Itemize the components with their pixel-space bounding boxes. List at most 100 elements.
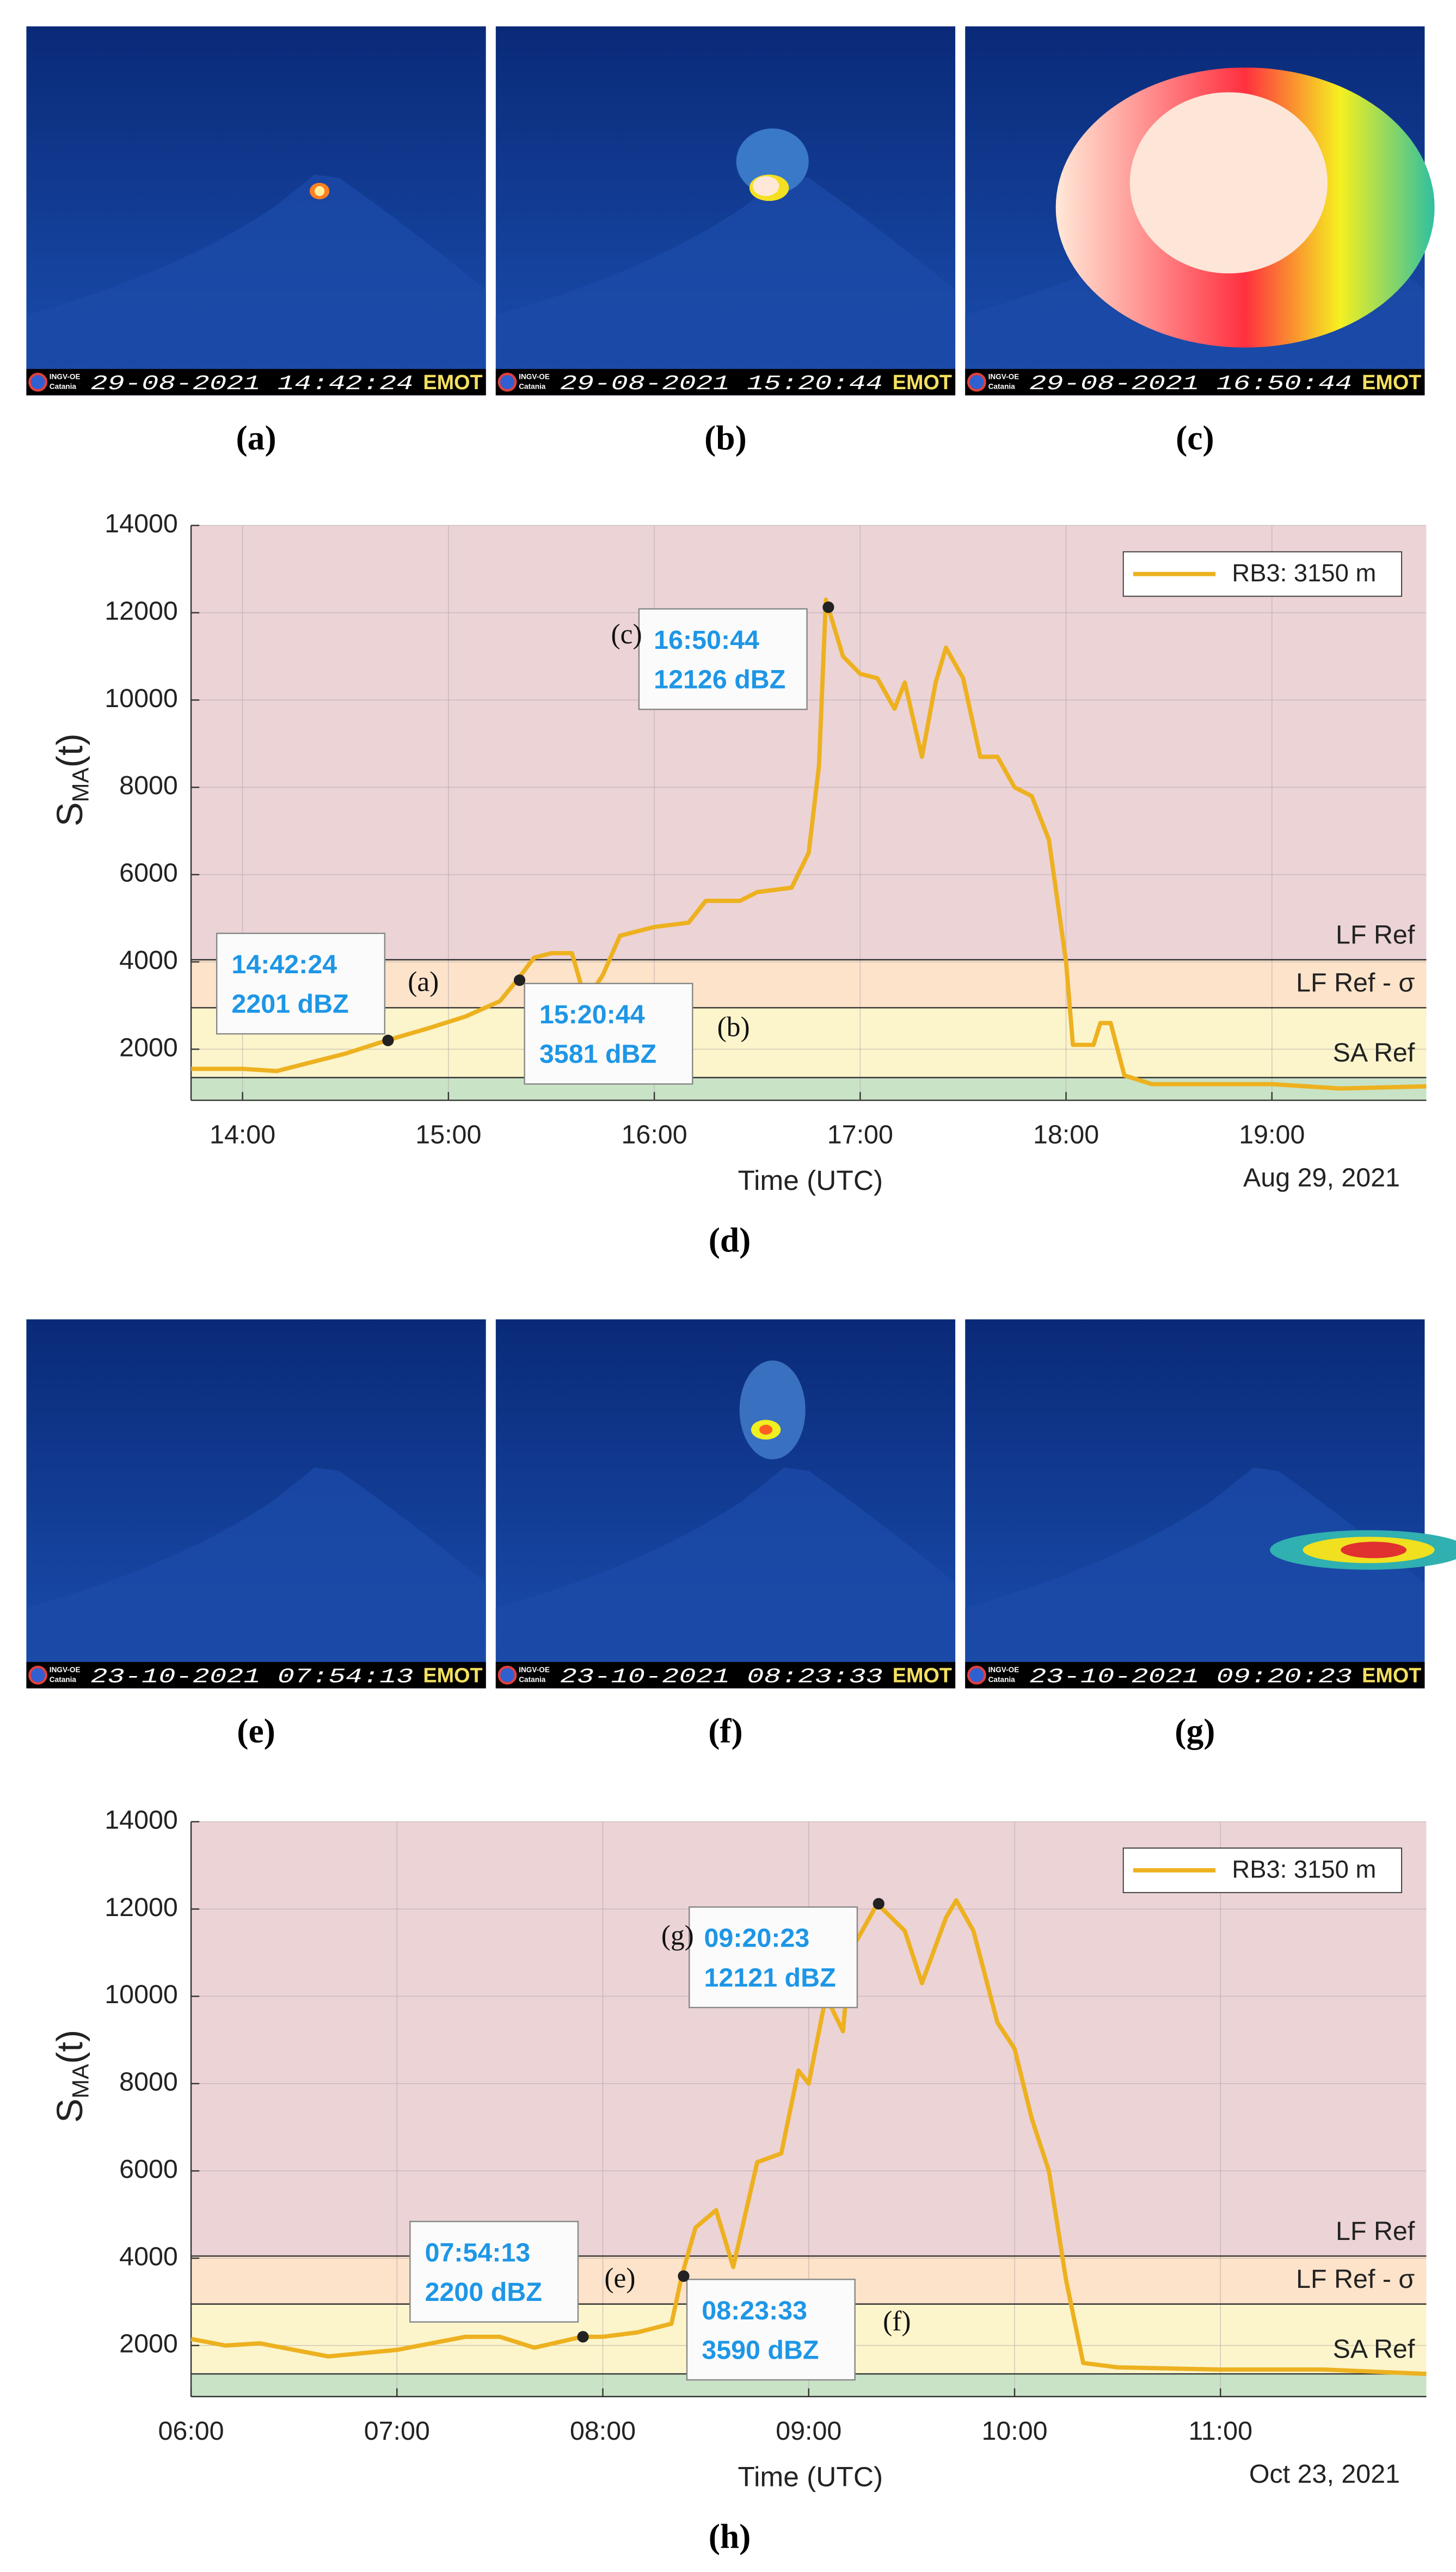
timestamp-bar [495, 369, 956, 396]
x-tick-label: 06:00 [158, 2416, 224, 2446]
y-tick-label: 2000 [119, 1033, 178, 1062]
panel-caption: (a) [236, 419, 277, 457]
thermal-image: INGV-OE Catania 29-08-2021 14:42:24 EMOT [26, 26, 486, 396]
image-timestamp: 23-10-2021 09:20:23 [1029, 1666, 1352, 1689]
logo [967, 372, 986, 392]
panel-caption: (b) [704, 419, 747, 457]
volcano-silhouette [965, 1468, 1425, 1689]
thermal-hotspot [759, 1425, 773, 1435]
image-timestamp: 23-10-2021 07:54:13 [90, 1666, 413, 1689]
datatip-time: 14:42:24 [231, 950, 337, 979]
y-tick-label: 10000 [105, 1980, 178, 2009]
series-line [191, 597, 1427, 1091]
timestamp-bar [26, 1662, 486, 1689]
datatip-box [689, 1906, 858, 2009]
reference-label: LF Ref [1336, 920, 1415, 950]
datatip-value: 12121 dBZ [704, 1963, 836, 1992]
y-axis-label-part: (t) [50, 2030, 90, 2064]
y-tick-label: 2000 [119, 2329, 178, 2359]
x-tick-label: 14:00 [210, 1120, 275, 1150]
timestamp-bar [26, 369, 486, 396]
volcano-silhouette [495, 174, 956, 396]
reference-band [191, 960, 1427, 1008]
datatip-time: 09:20:23 [704, 1924, 810, 1953]
x-tick-label: 16:00 [622, 1120, 687, 1150]
logo-text: Catania [519, 1675, 546, 1684]
thermal-hotspot [739, 1360, 806, 1459]
image-brand: EMOT [423, 1664, 482, 1687]
datatip-box [524, 983, 693, 1085]
datatip-point [678, 2270, 690, 2282]
x-tick-label: 09:00 [776, 2416, 841, 2446]
thermal-image: INGV-OE Catania 29-08-2021 15:20:44 EMOT [495, 26, 956, 396]
logo-text: INGV-OE [50, 1666, 81, 1674]
thermal-image: INGV-OE Catania 29-08-2021 16:50:44 EMOT [965, 26, 1435, 396]
reference-band [191, 1077, 1427, 1101]
y-tick-label: 8000 [119, 2067, 178, 2097]
volcano-silhouette [26, 1468, 486, 1689]
logo [497, 372, 517, 392]
thermal-hotspot [1341, 1542, 1407, 1558]
reference-band [191, 1008, 1427, 1078]
datatip-point [873, 1898, 884, 1910]
datatip-point [822, 601, 834, 613]
logo [28, 1665, 48, 1685]
timestamp-bar [495, 1662, 956, 1689]
image-brand: EMOT [893, 371, 952, 394]
reference-band [191, 525, 1427, 960]
y-tick-label: 14000 [105, 1805, 178, 1834]
logo-text: INGV-OE [988, 373, 1019, 381]
reference-label: LF Ref - σ [1296, 968, 1415, 998]
logo-text: Catania [50, 383, 77, 391]
x-tick-label: 18:00 [1033, 1120, 1099, 1150]
datatip-point [382, 1034, 394, 1046]
x-axis-label: Time (UTC) [738, 1164, 883, 1196]
chart-caption: (d) [709, 1220, 751, 1259]
datatip-value: 3581 dBZ [539, 1040, 656, 1069]
y-axis-label-part: (t) [50, 733, 90, 768]
logo-text: Catania [988, 1675, 1016, 1684]
volcano-silhouette [26, 174, 486, 396]
image-brand: EMOT [1362, 371, 1421, 394]
logo-text: INGV-OE [519, 373, 550, 381]
logo-text: INGV-OE [50, 373, 81, 381]
y-axis-label-part: S [50, 802, 90, 826]
logo-text: INGV-OE [519, 1666, 550, 1674]
logo-text: INGV-OE [988, 1666, 1019, 1674]
datatip-tag: (g) [661, 1920, 694, 1951]
x-tick-label: 15:00 [415, 1120, 481, 1150]
datatip-tag: (f) [883, 2306, 911, 2337]
panel-caption: (f) [708, 1711, 742, 1750]
datatip-box [409, 2220, 579, 2323]
x-tick-label: 08:00 [570, 2416, 636, 2446]
thermal-hotspot [1129, 92, 1328, 274]
logo [28, 372, 48, 392]
x-tick-label: 19:00 [1239, 1120, 1305, 1150]
reference-label: LF Ref - σ [1296, 2264, 1415, 2294]
datatip-box [638, 608, 808, 710]
datatip-box [686, 2279, 856, 2381]
y-tick-label: 14000 [105, 509, 178, 538]
y-tick-label: 12000 [105, 1893, 178, 1922]
y-axis-label: SMA(t) [50, 2030, 94, 2123]
datatip-tag: (a) [408, 966, 439, 997]
datatip-point [577, 2331, 589, 2343]
chart-caption: (h) [709, 2517, 751, 2556]
y-tick-label: 4000 [119, 2242, 178, 2271]
datatip-time: 16:50:44 [654, 625, 759, 655]
y-tick-label: 4000 [119, 946, 178, 975]
panel-caption: (e) [237, 1711, 275, 1750]
image-brand: EMOT [1362, 1664, 1421, 1687]
image-timestamp: 29-08-2021 16:50:44 [1029, 373, 1352, 396]
logo-text: Catania [988, 383, 1016, 391]
datatip-time: 15:20:44 [539, 1000, 645, 1029]
y-tick-label: 8000 [119, 771, 178, 800]
thermal-hotspot [736, 128, 809, 195]
x-tick-label: 11:00 [1188, 2416, 1252, 2446]
y-axis-label-part: S [50, 2098, 90, 2122]
datatip-tag: (e) [604, 2263, 635, 2294]
datatip-time: 07:54:13 [425, 2238, 531, 2267]
